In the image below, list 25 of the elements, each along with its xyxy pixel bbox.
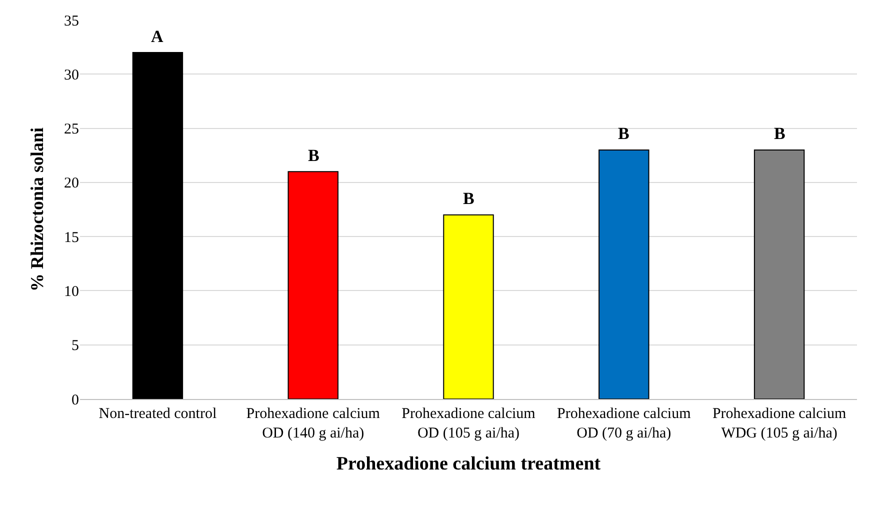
bar [598,149,650,399]
bar [288,171,338,399]
y-tick-label: 30 [64,67,79,84]
annotation: B [774,124,786,143]
annotation: A [151,27,164,46]
annotation: B [308,146,320,165]
y-tick-label: 0 [72,392,79,408]
y-tick-label: 35 [64,13,79,30]
bar [443,214,494,399]
x-tick-label: Prohexadione calcium OD (70 g ai/ha) [557,406,692,442]
y-tick-label: 5 [72,338,79,354]
x-tick-label: Prohexadione calcium OD (105 g ai/ha) [402,406,536,442]
bar [754,149,805,399]
y-tick-label: 20 [64,176,79,192]
x-tick-label: Prohexadione calcium WDG (105 g ai/ha) [712,406,846,442]
annotation: B [618,124,630,143]
bar [132,52,184,399]
x-axis-title: Prohexadione calcium treatment [336,453,602,474]
x-tick-label: Non-treated control [98,406,217,422]
y-axis-title: % Rhizoctonia solani [27,127,48,292]
annotation: B [463,189,474,208]
y-tick-label: 25 [64,122,79,138]
y-tick-label: 10 [64,284,79,300]
x-tick-label: Prohexadione calcium OD (140 g ai/ha) [246,406,380,442]
y-tick-label: 15 [64,230,79,246]
